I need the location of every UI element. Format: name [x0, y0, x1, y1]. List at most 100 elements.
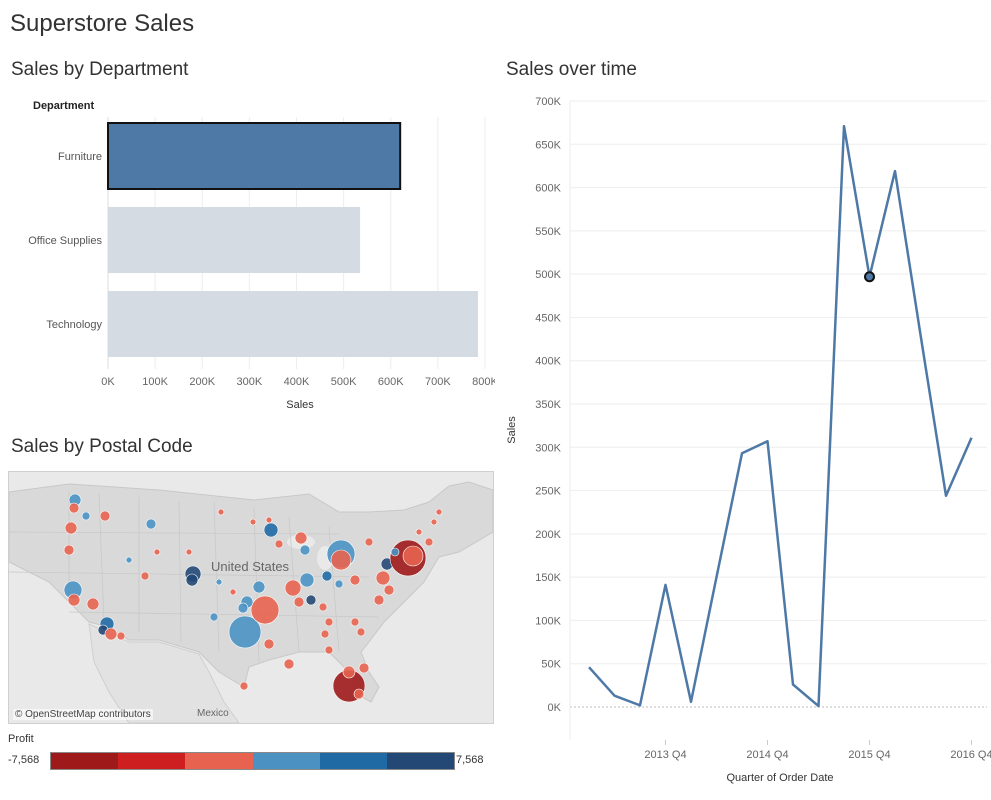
postal-code-circle[interactable] [383, 584, 395, 596]
bar-x-tick-label: 600K [378, 376, 404, 388]
postal-code-circle[interactable] [63, 544, 75, 556]
map-credit[interactable]: © OpenStreetMap contributors [13, 709, 153, 720]
postal-code-circle[interactable] [293, 596, 305, 608]
postal-code-circle[interactable] [284, 579, 302, 597]
postal-code-circle[interactable] [153, 548, 161, 556]
profit-color-legend[interactable] [50, 752, 455, 770]
postal-code-circle[interactable] [274, 539, 284, 549]
line-data-point[interactable] [612, 693, 618, 699]
postal-code-circle[interactable] [283, 658, 295, 670]
postal-code-circle[interactable] [125, 556, 133, 564]
line-data-point[interactable] [586, 664, 592, 670]
bar-office-supplies[interactable] [108, 207, 361, 273]
line-data-point[interactable] [714, 574, 720, 580]
line-x-tick-label: 2016 Q4 [950, 749, 991, 761]
postal-code-circle[interactable] [334, 579, 344, 589]
postal-code-circle[interactable] [324, 645, 334, 655]
postal-code-circle[interactable] [86, 597, 100, 611]
postal-code-circle[interactable] [250, 595, 280, 625]
postal-code-circle[interactable] [305, 594, 317, 606]
postal-code-map[interactable]: United States Mexico © OpenStreetMap con… [8, 471, 494, 724]
postal-code-circle[interactable] [68, 502, 80, 514]
line-data-point[interactable] [841, 123, 847, 129]
bar-furniture[interactable] [107, 122, 402, 190]
postal-code-circle[interactable] [356, 627, 366, 637]
line-x-tick-label: 2014 Q4 [746, 749, 788, 761]
postal-code-circle[interactable] [320, 629, 330, 639]
postal-code-circle[interactable] [299, 572, 315, 588]
postal-code-circle[interactable] [104, 627, 118, 641]
line-data-point[interactable] [943, 493, 949, 499]
bar-category-label[interactable]: Technology [46, 319, 102, 331]
postal-code-circle[interactable] [145, 518, 157, 530]
postal-code-circle[interactable] [430, 518, 438, 526]
postal-code-circle[interactable] [237, 602, 249, 614]
postal-code-circle[interactable] [402, 545, 424, 567]
legend-color-step [118, 753, 186, 769]
postal-code-circle[interactable] [390, 547, 400, 557]
postal-code-circle[interactable] [349, 574, 361, 586]
postal-code-circle[interactable] [373, 594, 385, 606]
postal-code-circle[interactable] [217, 508, 225, 516]
line-chart[interactable]: 0K 50K 100K 150K 200K 250K 300K 350K 400K 450K 500… [495, 85, 991, 795]
postal-code-circle[interactable] [263, 638, 275, 650]
postal-code-circle[interactable] [424, 537, 434, 547]
bar-technology[interactable] [108, 291, 478, 357]
postal-code-circle[interactable] [228, 615, 262, 649]
postal-code-circle[interactable] [252, 580, 266, 594]
postal-code-circle[interactable] [116, 631, 126, 641]
postal-code-circle[interactable] [140, 571, 150, 581]
postal-code-circle[interactable] [435, 508, 443, 516]
postal-code-circle[interactable] [353, 688, 365, 700]
highlighted-data-point[interactable] [864, 271, 875, 283]
postal-code-circle[interactable] [358, 662, 370, 674]
postal-code-circle[interactable] [229, 588, 237, 596]
bar-category-label[interactable]: Office Supplies [28, 235, 102, 247]
map-basemap [9, 472, 493, 723]
bar-x-tick-label: 300K [237, 376, 263, 388]
sales-line[interactable] [588, 124, 973, 708]
postal-code-circle[interactable] [263, 522, 279, 538]
bar-chart[interactable]: Department Furniture Office Supplies Techn… [0, 90, 495, 420]
postal-code-circle[interactable] [364, 537, 374, 547]
postal-code-circle[interactable] [239, 681, 249, 691]
line-data-point[interactable] [816, 703, 822, 709]
line-data-point[interactable] [739, 450, 745, 456]
postal-code-circle[interactable] [330, 549, 352, 571]
postal-code-circle[interactable] [81, 511, 91, 521]
line-data-point[interactable] [765, 438, 771, 444]
postal-code-circle[interactable] [415, 528, 423, 536]
profit-legend-title: Profit [8, 733, 34, 745]
line-y-tick-label: 600K [535, 183, 561, 195]
line-data-point[interactable] [637, 702, 643, 708]
postal-code-circle[interactable] [324, 617, 334, 627]
dashboard-title: Superstore Sales [10, 10, 195, 37]
postal-code-circle[interactable] [350, 617, 360, 627]
postal-code-circle[interactable] [185, 548, 193, 556]
postal-code-circle[interactable] [375, 570, 391, 586]
line-data-point[interactable] [918, 332, 924, 338]
postal-code-circle[interactable] [342, 665, 356, 679]
postal-code-circle[interactable] [249, 518, 257, 526]
postal-code-circle[interactable] [318, 602, 328, 612]
postal-code-circle[interactable] [265, 516, 273, 524]
mexico-landmass [88, 623, 240, 723]
postal-code-circle[interactable] [99, 510, 111, 522]
postal-code-circle[interactable] [215, 578, 223, 586]
postal-code-circle[interactable] [321, 570, 333, 582]
postal-code-circle[interactable] [299, 544, 311, 556]
line-data-point[interactable] [969, 435, 975, 441]
postal-code-circle[interactable] [67, 593, 81, 607]
line-data-point[interactable] [790, 681, 796, 687]
line-data-point[interactable] [892, 168, 898, 174]
postal-code-circle[interactable] [294, 531, 308, 545]
line-chart-title: Sales over time [506, 59, 637, 80]
bar-category-label[interactable]: Furniture [58, 151, 102, 163]
postal-code-circle[interactable] [209, 612, 219, 622]
line-data-point[interactable] [663, 582, 669, 588]
bar-x-tick-label: 100K [142, 376, 168, 388]
postal-code-circle[interactable] [64, 521, 78, 535]
line-data-point[interactable] [688, 699, 694, 705]
line-x-axis-title: Quarter of Order Date [727, 772, 834, 784]
postal-code-circle[interactable] [185, 573, 199, 587]
